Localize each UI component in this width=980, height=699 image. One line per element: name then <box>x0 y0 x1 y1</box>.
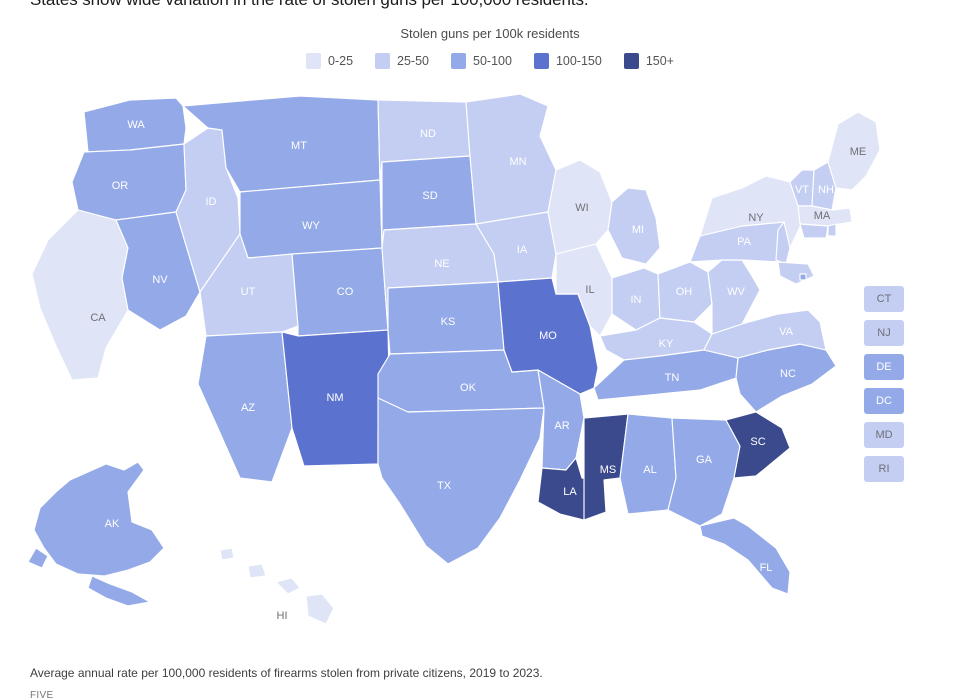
legend-label: 50-100 <box>473 54 512 68</box>
state-tn[interactable] <box>593 349 739 401</box>
state-wy[interactable] <box>239 179 383 259</box>
state-label-hi: HI <box>277 610 288 622</box>
legend-swatch <box>306 53 321 69</box>
legend-item: 0-25 <box>306 53 353 69</box>
inset-box-de[interactable]: DE <box>864 354 904 380</box>
legend-label: 25-50 <box>397 54 430 68</box>
state-al[interactable] <box>619 413 677 515</box>
legend-title: Stolen guns per 100k residents <box>400 26 580 41</box>
legend-item: 100-150 <box>533 53 602 69</box>
state-nm[interactable] <box>281 329 391 467</box>
legend-swatch <box>451 53 467 69</box>
state-fl[interactable] <box>699 517 791 595</box>
inset-box-ct[interactable]: CT <box>864 286 904 312</box>
state-or[interactable] <box>71 143 187 221</box>
state-az[interactable] <box>197 331 293 483</box>
inset-box-dc[interactable]: DC <box>864 388 904 414</box>
state-ak[interactable] <box>27 461 165 607</box>
state-wa[interactable] <box>83 97 187 153</box>
state-hi[interactable] <box>219 547 335 625</box>
state-me[interactable] <box>827 111 881 191</box>
state-wi[interactable] <box>547 159 613 255</box>
state-ma[interactable] <box>797 205 853 227</box>
state-ga[interactable] <box>667 417 741 527</box>
legend-swatch <box>375 53 391 69</box>
state-nh[interactable] <box>811 161 837 211</box>
figure-source: FIVE <box>30 690 54 699</box>
small-state-boxes: CT NJ DE DC MD RI <box>864 286 908 490</box>
legend-swatch <box>533 53 549 69</box>
state-ks[interactable] <box>387 281 505 355</box>
legend-swatch <box>623 53 639 69</box>
state-tx[interactable] <box>377 397 545 565</box>
state-oh[interactable] <box>657 261 713 323</box>
figure-headline: States show wide variation in the rate o… <box>30 0 930 12</box>
state-ct[interactable] <box>799 223 829 239</box>
legend-item: 25-50 <box>375 53 429 69</box>
state-mi[interactable] <box>607 187 661 265</box>
figure-footnote: Average annual rate per 100,000 resident… <box>30 666 543 680</box>
state-ca[interactable] <box>31 209 129 381</box>
state-co[interactable] <box>291 247 389 337</box>
legend-item: 50-100 <box>451 53 512 69</box>
inset-box-md[interactable]: MD <box>864 422 904 448</box>
inset-box-ri[interactable]: RI <box>864 456 904 482</box>
state-mn[interactable] <box>465 93 557 225</box>
us-choropleth-map: WA OR CA NV ID MT WY UT CO AZ NM ND SD NE KS OK TX MN IA MO… <box>0 78 980 648</box>
legend-item: 150+ <box>623 53 674 69</box>
state-dc[interactable] <box>799 273 807 281</box>
legend-label: 150+ <box>645 54 674 68</box>
state-mo[interactable] <box>497 277 599 395</box>
state-in[interactable] <box>611 267 661 331</box>
state-sc[interactable] <box>725 411 791 479</box>
inset-box-nj[interactable]: NJ <box>864 320 904 346</box>
legend-label: 100-150 <box>555 54 602 68</box>
state-md[interactable] <box>777 261 815 285</box>
legend: 0-25 25-50 50-100 100-150 150+ <box>0 53 980 69</box>
state-ri[interactable] <box>827 223 837 237</box>
state-shapes <box>27 93 881 625</box>
legend-label: 0-25 <box>328 54 354 68</box>
